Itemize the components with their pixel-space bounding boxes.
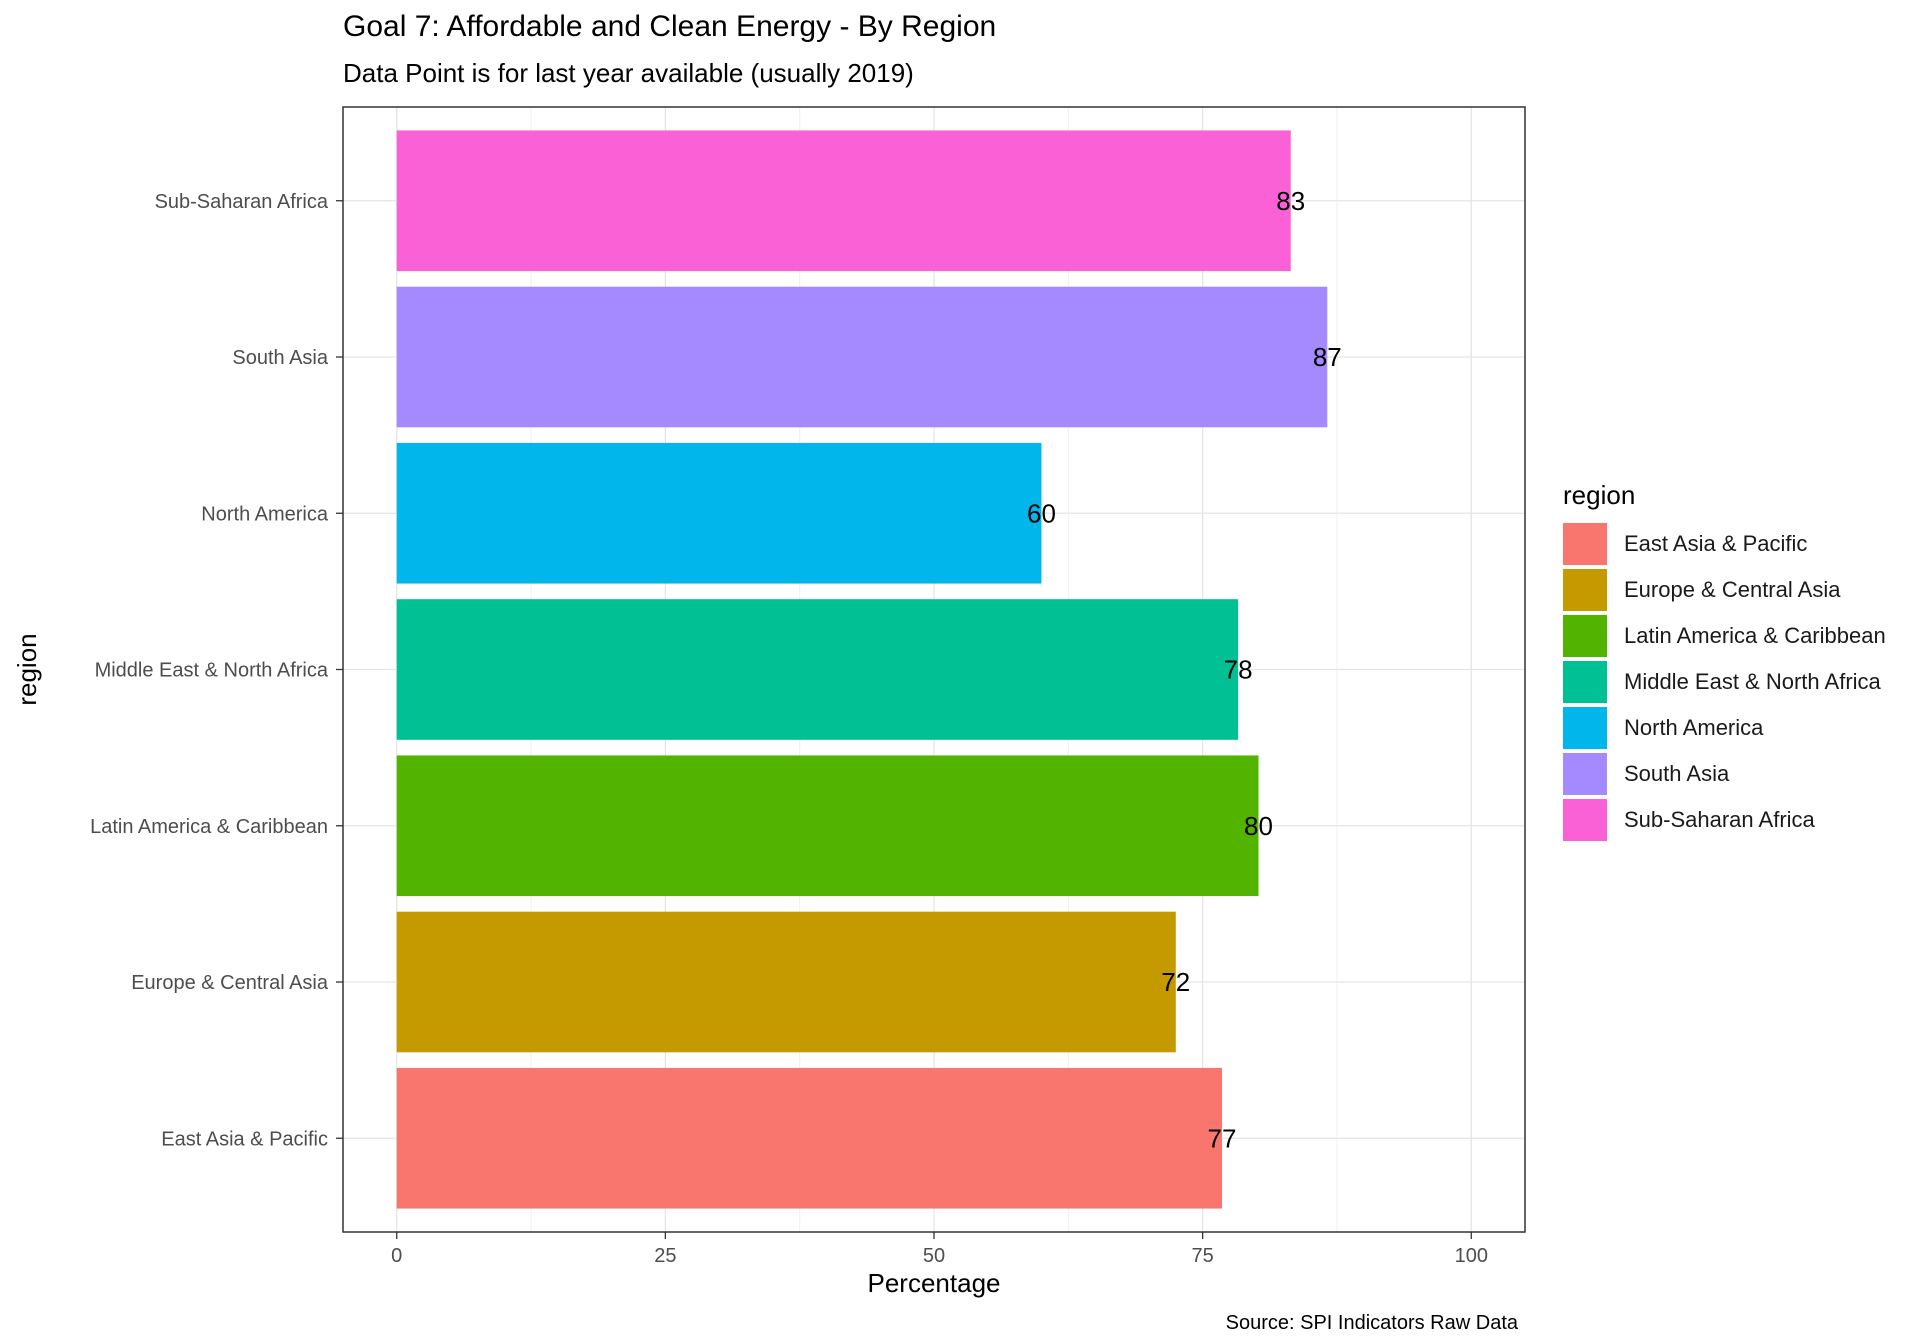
bar-latin-america-caribbean	[396, 755, 1259, 897]
y-axis-title: region	[12, 633, 42, 705]
x-tick-label: 100	[1455, 1245, 1488, 1267]
chart-subtitle: Data Point is for last year available (u…	[343, 58, 914, 88]
legend-item: Europe & Central Asia	[1563, 567, 1886, 613]
data-label: 72	[1161, 967, 1190, 997]
bar-middle-east-north-africa	[396, 599, 1239, 740]
bar-south-asia	[396, 286, 1328, 428]
data-label: 60	[1027, 498, 1056, 528]
data-label: 80	[1244, 811, 1273, 841]
y-tick-label: North America	[201, 503, 329, 525]
y-tick-label: South Asia	[232, 347, 329, 369]
legend: region East Asia & Pacific Europe & Centr…	[1563, 480, 1886, 843]
y-tick-label: Middle East & North Africa	[95, 660, 329, 682]
legend-key	[1563, 523, 1607, 565]
legend-key	[1563, 707, 1607, 749]
legend-label: North America	[1624, 715, 1764, 740]
legend-item: Sub-Saharan Africa	[1563, 797, 1886, 843]
data-label: 87	[1313, 342, 1342, 372]
legend-key	[1563, 753, 1607, 795]
x-tick-label: 25	[654, 1245, 676, 1267]
legend-label: Middle East & North Africa	[1624, 669, 1881, 694]
legend-item: South Asia	[1563, 751, 1886, 797]
bar-east-asia-pacific	[396, 1067, 1222, 1209]
source-caption: Source: SPI Indicators Raw Data	[1225, 1312, 1518, 1334]
x-tick-label: 0	[391, 1245, 402, 1267]
bar-sub-saharan-africa	[396, 130, 1291, 272]
legend-label: Latin America & Caribbean	[1624, 623, 1886, 648]
x-tick-label: 50	[923, 1245, 945, 1267]
legend-label: Europe & Central Asia	[1624, 577, 1841, 602]
legend-label: Sub-Saharan Africa	[1624, 807, 1815, 832]
chart-title: Goal 7: Affordable and Clean Energy - By…	[343, 10, 997, 43]
legend-label: South Asia	[1624, 761, 1730, 786]
y-tick-label: Sub-Saharan Africa	[155, 191, 329, 213]
data-label: 77	[1208, 1123, 1237, 1153]
x-axis-title: Percentage	[868, 1268, 1001, 1298]
legend-label: East Asia & Pacific	[1624, 531, 1808, 556]
x-tick-label: 75	[1192, 1245, 1214, 1267]
legend-item: Latin America & Caribbean	[1563, 613, 1886, 659]
legend-key	[1563, 661, 1607, 703]
legend-items: East Asia & Pacific Europe & Central Asia…	[1563, 521, 1886, 843]
legend-item: North America	[1563, 705, 1886, 751]
data-label: 83	[1276, 186, 1305, 216]
data-label: 78	[1224, 655, 1253, 685]
bar-europe-central-asia	[396, 911, 1176, 1053]
legend-title: region	[1563, 480, 1636, 510]
legend-key	[1563, 615, 1607, 657]
y-tick-label: East Asia & Pacific	[161, 1128, 328, 1150]
bar-north-america	[396, 442, 1042, 584]
y-tick-label: Latin America & Caribbean	[90, 816, 328, 838]
legend-key	[1563, 569, 1607, 611]
legend-item: Middle East & North Africa	[1563, 659, 1886, 705]
legend-key	[1563, 799, 1607, 841]
legend-item: East Asia & Pacific	[1563, 521, 1886, 567]
y-tick-label: Europe & Central Asia	[131, 972, 329, 994]
